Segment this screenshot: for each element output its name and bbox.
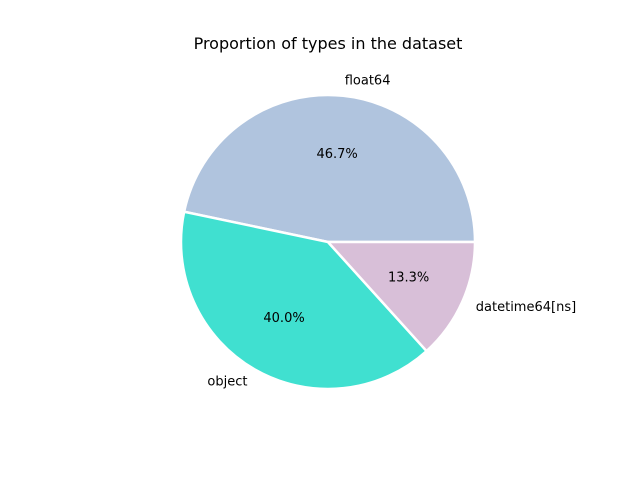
pie-slice-float64 <box>182 93 477 244</box>
pie-slice-datetime64-ns- <box>326 240 477 353</box>
pie-category-label: datetime64[ns] <box>476 300 576 315</box>
pie-category-label: object <box>207 375 247 390</box>
pie-percent-label: 40.0% <box>263 311 304 326</box>
pie-percent-label: 46.7% <box>316 147 357 162</box>
pie-slices <box>179 93 477 391</box>
pie-percent-label: 13.3% <box>388 270 429 285</box>
pie-labels: 46.7% float64 40.0% object 13.3% datetime64[n… <box>207 74 576 390</box>
pie-category-label: float64 <box>345 74 391 89</box>
pie-slice-object <box>179 210 428 391</box>
chart-title: Proportion of types in the dataset <box>194 34 463 53</box>
